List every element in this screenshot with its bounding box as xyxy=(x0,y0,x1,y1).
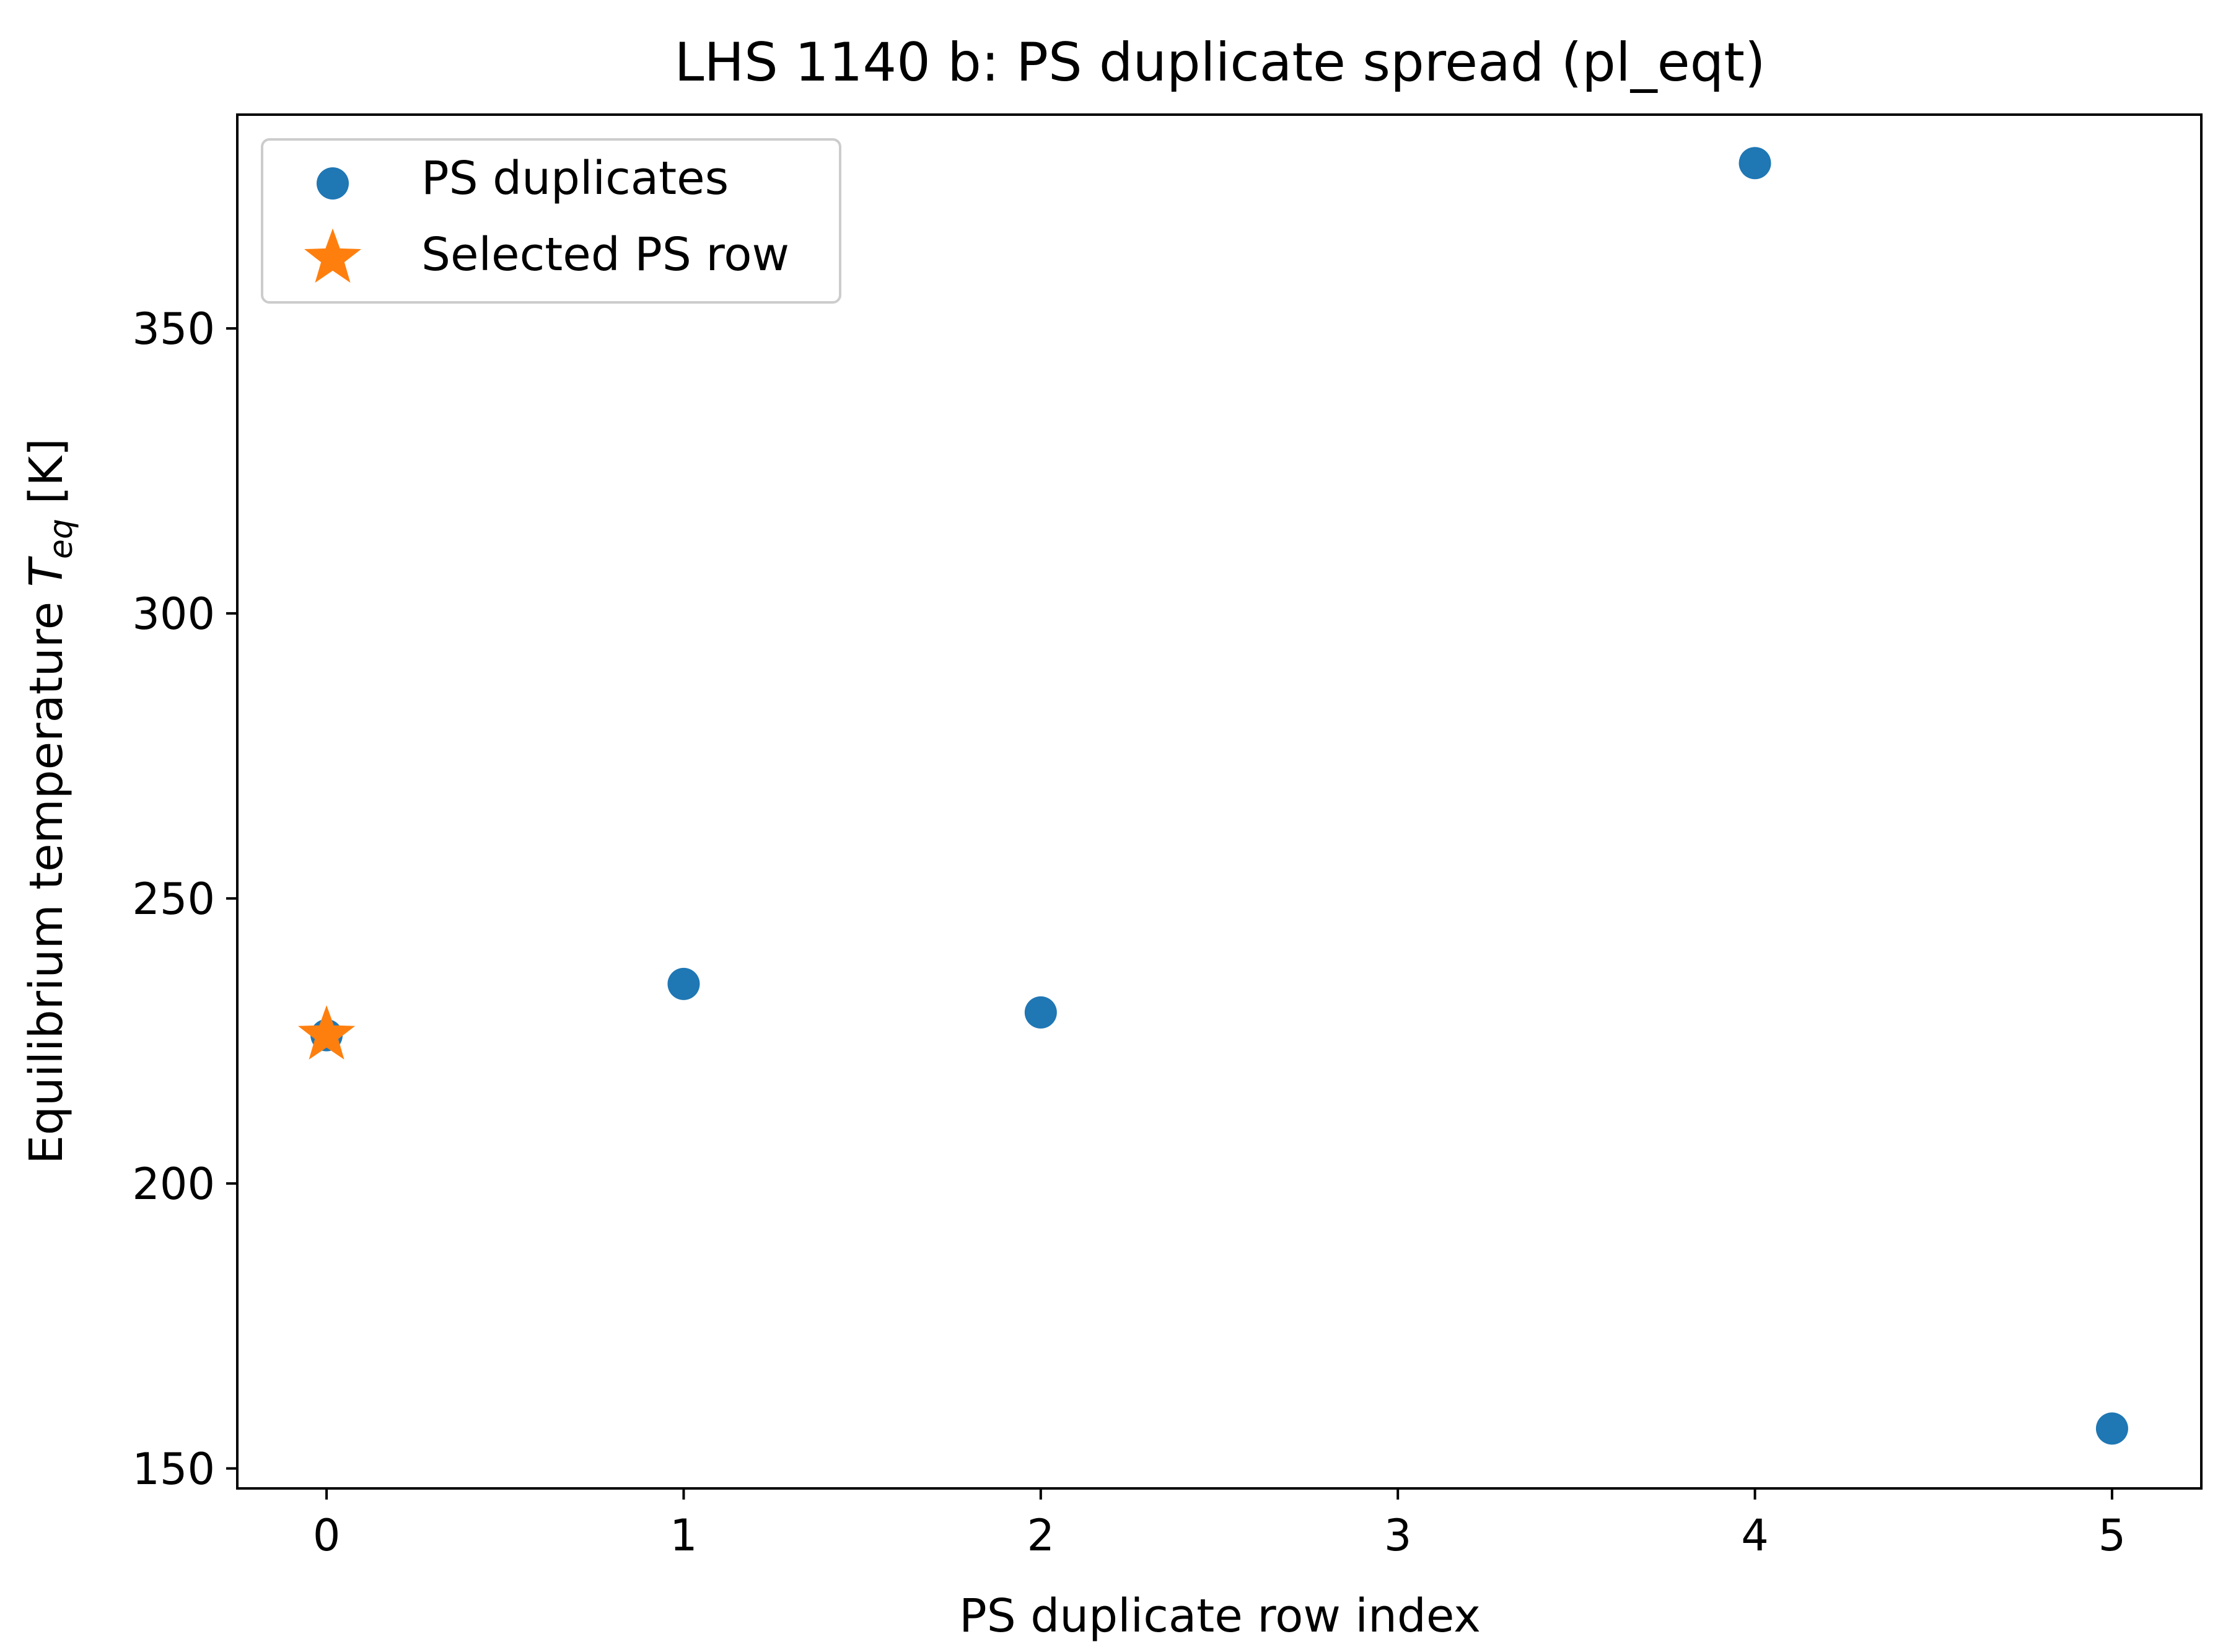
x-tick-label: 1 xyxy=(670,1510,698,1561)
legend-marker-star xyxy=(304,228,362,283)
y-tick-label: 200 xyxy=(132,1159,215,1210)
legend: PS duplicates Selected PS row xyxy=(261,138,841,304)
data-point xyxy=(2095,1412,2128,1445)
selected-data-point xyxy=(297,1005,356,1060)
data-point xyxy=(1738,147,1771,180)
legend-marker-circle xyxy=(317,167,349,200)
plot-area xyxy=(297,147,2128,1445)
legend-label-ps-duplicates: PS duplicates xyxy=(421,152,729,205)
x-axis: 0 1 2 3 4 5 xyxy=(313,1488,2126,1561)
x-axis-label: PS duplicate row index xyxy=(959,1589,1481,1643)
y-tick-label: 150 xyxy=(132,1444,215,1495)
y-axis: 150 200 250 300 350 xyxy=(132,304,237,1495)
y-tick-label: 350 xyxy=(132,304,215,354)
x-tick-label: 3 xyxy=(1384,1510,1412,1561)
x-tick-label: 4 xyxy=(1741,1510,1769,1561)
y-tick-label: 300 xyxy=(132,589,215,639)
data-point xyxy=(667,967,700,1000)
x-tick-label: 0 xyxy=(313,1510,341,1561)
legend-marker-selected-ps-row xyxy=(304,228,362,283)
legend-label-selected-ps-row: Selected PS row xyxy=(421,228,789,281)
chart-title: LHS 1140 b: PS duplicate spread (pl_eqt) xyxy=(674,32,1765,94)
data-point xyxy=(1024,996,1057,1029)
legend-box xyxy=(261,138,841,304)
x-tick-label: 2 xyxy=(1027,1510,1055,1561)
x-tick-label: 5 xyxy=(2098,1510,2126,1561)
legend-marker-ps-duplicates xyxy=(317,167,349,200)
y-axis-label: Equilibrium temperature Teq [K] xyxy=(20,438,80,1164)
plot-frame xyxy=(236,113,2203,1490)
y-tick-label: 250 xyxy=(132,874,215,925)
